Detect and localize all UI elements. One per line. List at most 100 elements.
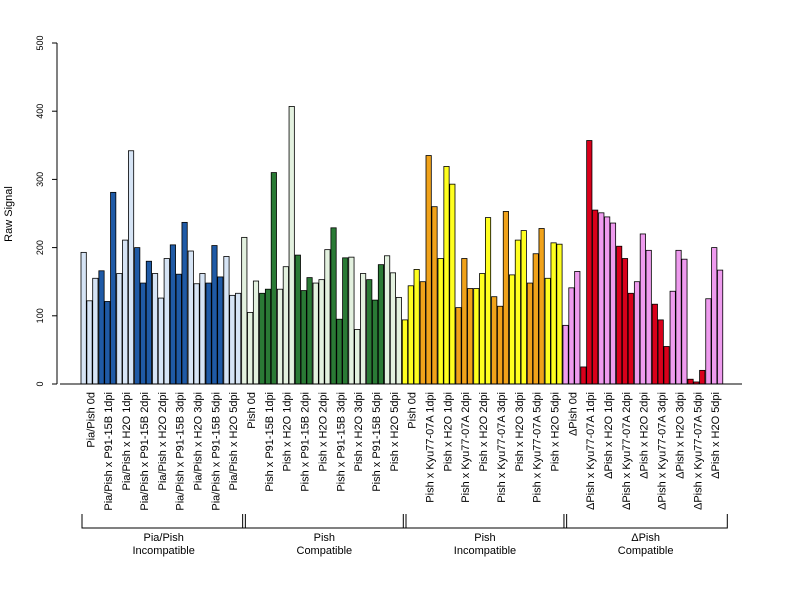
bar: [366, 279, 373, 385]
x-tick-label: Pish x Kyu77-07A 5dpi: [532, 392, 544, 503]
bar: [395, 296, 402, 385]
bar: [330, 227, 337, 385]
x-tick-label: Pia/Pish x H2O 2dpi: [157, 392, 169, 490]
bar: [282, 266, 289, 385]
bar: [598, 212, 605, 385]
group-label: Compatible: [618, 545, 674, 557]
bar: [348, 256, 355, 385]
bar: [235, 292, 242, 385]
x-tick-label: Pish x H2O 3dpi: [514, 392, 526, 471]
bar: [532, 253, 539, 385]
x-tick-label: Pish x P91-15B 3dpi: [335, 392, 347, 492]
bar: [461, 258, 468, 385]
x-tick-label: Pish 0d: [246, 392, 258, 429]
group-bracket: [563, 514, 728, 529]
bar: [609, 222, 617, 385]
bar: [110, 191, 117, 385]
group-label: Pia/Pish: [144, 532, 184, 544]
bar: [484, 217, 492, 385]
bar: [431, 206, 438, 385]
bar: [657, 319, 664, 385]
bar: [681, 258, 688, 385]
bar: [288, 106, 295, 385]
bar: [413, 269, 420, 385]
y-tick-label: 300: [35, 172, 45, 187]
bar: [145, 260, 152, 385]
bar: [401, 319, 408, 385]
y-tick-label: 400: [35, 104, 45, 119]
bar: [526, 282, 533, 385]
bar: [419, 281, 426, 385]
x-tick-label: Pish x H2O 2dpi: [478, 392, 490, 471]
group-bracket: [402, 514, 568, 529]
bar: [134, 247, 141, 385]
x-tick-label: Pish x Kyu77-07A 3dpi: [496, 392, 508, 503]
bar: [645, 249, 652, 385]
bar: [586, 140, 593, 385]
bar: [324, 249, 331, 385]
bar: [294, 254, 301, 385]
bar: [491, 296, 498, 385]
bar: [544, 277, 551, 385]
x-tick-label: Pish x H2O 2dpi: [317, 392, 329, 471]
group-bracket: [242, 514, 407, 529]
bar: [169, 244, 176, 385]
bar: [639, 233, 646, 385]
bar: [621, 258, 629, 385]
bar: [675, 249, 682, 385]
group-brackets: Pia/PishIncompatiblePishCompatiblePishIn…: [81, 514, 728, 557]
x-tick-label: Pish x H2O 1dpi: [442, 392, 454, 471]
bar: [627, 292, 634, 385]
y-tick-label: 500: [35, 35, 45, 50]
group-bracket: [81, 514, 246, 529]
x-tick-label: Pia/Pish x P91-15B 2dpi: [139, 392, 151, 511]
bar: [467, 288, 474, 385]
bar: [193, 283, 200, 385]
bar: [342, 257, 349, 385]
bar: [276, 288, 284, 385]
x-tick-label: Pia/Pish x H2O 1dpi: [121, 392, 133, 490]
bar: [407, 285, 414, 385]
bar: [247, 311, 254, 385]
group-label: Incompatible: [454, 545, 516, 557]
x-tick-label: ΔPish x H2O 3dpi: [674, 392, 686, 479]
x-tick-labels: Pia/Pish 0d Pia/Pish x P91-15B 1dpi Pia/Pi…: [85, 392, 722, 511]
bar: [389, 272, 396, 385]
x-tick-label: Pish x P91-15B 2dpi: [300, 392, 312, 492]
bars: [80, 106, 724, 385]
bar: [377, 264, 384, 385]
x-tick-label: ΔPish x Kyu77-07A 2dpi: [621, 392, 633, 510]
y-tick-label: 200: [35, 240, 45, 255]
x-tick-label: Pia/Pish 0d: [85, 392, 97, 448]
bar: [205, 282, 212, 385]
x-tick-label: Pish x H2O 5dpi: [389, 392, 401, 471]
bar: [86, 300, 93, 385]
bar: [568, 287, 575, 385]
x-tick-label: Pish x P91-15B 1dpi: [264, 392, 276, 492]
bar: [241, 236, 248, 385]
x-tick-label: ΔPish x H2O 2dpi: [639, 392, 651, 479]
bar: [306, 277, 313, 385]
bar: [151, 273, 159, 385]
group-label: Pish: [474, 532, 495, 544]
bar: [502, 211, 509, 385]
y-axis-title: Raw Signal: [3, 186, 15, 242]
bar: [455, 307, 462, 385]
bar: [443, 166, 450, 385]
bar: [633, 281, 641, 385]
bar: [116, 273, 123, 385]
x-tick-label: Pish x H2O 3dpi: [353, 392, 365, 471]
bar: [354, 329, 361, 385]
bar: [425, 155, 432, 385]
bar: [318, 279, 325, 385]
bar: [264, 288, 272, 385]
bar: [270, 172, 277, 385]
bar: [508, 274, 516, 385]
bar: [223, 256, 230, 385]
bar: [556, 243, 563, 385]
x-tick-label: Pish x Kyu77-07A 1dpi: [425, 392, 437, 503]
bar: [360, 273, 367, 385]
bar: [80, 251, 87, 385]
group-label: Compatible: [297, 545, 353, 557]
bar: [122, 239, 129, 385]
